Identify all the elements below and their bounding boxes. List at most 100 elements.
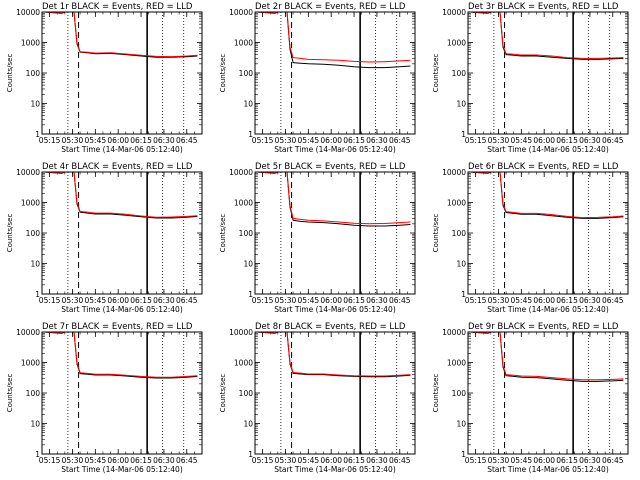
y-tick-label: 10000 bbox=[16, 328, 40, 337]
y-tick-label: 1 bbox=[35, 450, 40, 459]
x-tick-label: 05:30 bbox=[275, 136, 297, 145]
x-tick-label: 05:15 bbox=[39, 456, 61, 465]
y-axis-label: Counts/sec bbox=[432, 214, 440, 253]
x-tick-label: 05:45 bbox=[85, 456, 107, 465]
y-axis-label: Counts/sec bbox=[432, 374, 440, 413]
x-tick-label: 06:15 bbox=[130, 136, 152, 145]
plot-frame bbox=[41, 171, 203, 295]
x-axis-label: Start Time (14-Mar-06 05:12:40) bbox=[274, 305, 396, 314]
plot-frame bbox=[254, 331, 416, 455]
y-axis-label: Counts/sec bbox=[219, 214, 227, 253]
x-tick-label: 06:30 bbox=[366, 296, 388, 305]
y-tick-label: 10 bbox=[456, 420, 466, 429]
x-tick-label: 05:15 bbox=[465, 136, 487, 145]
y-tick-label: 1000 bbox=[21, 359, 40, 368]
lld-series-line bbox=[470, 331, 624, 381]
x-tick-label: 06:45 bbox=[602, 296, 624, 305]
y-tick-label: 10000 bbox=[16, 8, 40, 17]
y-tick-label: 10000 bbox=[229, 328, 253, 337]
x-tick-label: 05:30 bbox=[62, 456, 84, 465]
x-tick-label: 06:15 bbox=[343, 136, 365, 145]
plot-frame bbox=[467, 11, 629, 135]
x-tick-label: 06:15 bbox=[556, 296, 578, 305]
x-tick-label: 05:15 bbox=[465, 456, 487, 465]
y-tick-label: 100 bbox=[26, 229, 41, 238]
chart-panel-2: Det 2r BLACK = Events, RED = LLD 1 10 100 10… bbox=[219, 2, 416, 154]
y-tick-label: 100 bbox=[452, 69, 467, 78]
chart-title: Det 5r BLACK = Events, RED = LLD bbox=[255, 162, 406, 172]
y-tick-label: 100 bbox=[239, 229, 254, 238]
y-tick-label: 1 bbox=[248, 450, 253, 459]
x-tick-label: 05:30 bbox=[62, 136, 84, 145]
x-tick-label: 05:45 bbox=[85, 136, 107, 145]
chart-title: Det 1r BLACK = Events, RED = LLD bbox=[42, 2, 193, 12]
x-tick-label: 06:30 bbox=[153, 296, 175, 305]
x-tick-label: 06:30 bbox=[579, 456, 601, 465]
y-tick-label: 1 bbox=[248, 290, 253, 299]
x-tick-label: 05:15 bbox=[252, 456, 274, 465]
x-tick-label: 06:15 bbox=[130, 296, 152, 305]
x-axis-label: Start Time (14-Mar-06 05:12:40) bbox=[274, 145, 396, 154]
y-tick-label: 10 bbox=[456, 100, 466, 109]
x-tick-label: 06:00 bbox=[533, 456, 555, 465]
x-tick-label: 06:45 bbox=[389, 136, 411, 145]
x-tick-label: 06:15 bbox=[343, 296, 365, 305]
chart-panel-8: Det 8r BLACK = Events, RED = LLD 1 10 100 10… bbox=[219, 322, 416, 474]
chart-title: Det 3r BLACK = Events, RED = LLD bbox=[468, 2, 619, 12]
x-axis-label: Start Time (14-Mar-06 05:12:40) bbox=[487, 145, 609, 154]
y-tick-label: 1 bbox=[461, 130, 466, 139]
x-tick-label: 06:45 bbox=[602, 456, 624, 465]
x-tick-label: 06:00 bbox=[107, 136, 129, 145]
x-tick-label: 06:15 bbox=[556, 136, 578, 145]
y-axis-label: Counts/sec bbox=[6, 54, 14, 93]
x-tick-label: 05:45 bbox=[511, 296, 533, 305]
plot-frame bbox=[254, 11, 416, 135]
x-tick-label: 05:30 bbox=[488, 296, 510, 305]
x-tick-label: 06:45 bbox=[176, 136, 198, 145]
x-axis-label: Start Time (14-Mar-06 05:12:40) bbox=[61, 305, 183, 314]
y-axis-label: Counts/sec bbox=[6, 374, 14, 413]
y-tick-label: 1000 bbox=[447, 359, 466, 368]
y-tick-label: 1 bbox=[35, 290, 40, 299]
events-series-line bbox=[470, 11, 624, 60]
x-axis-label: Start Time (14-Mar-06 05:12:40) bbox=[487, 465, 609, 474]
plot-frame bbox=[467, 171, 629, 295]
x-tick-label: 06:30 bbox=[153, 136, 175, 145]
y-tick-label: 10000 bbox=[229, 168, 253, 177]
y-tick-label: 100 bbox=[239, 389, 254, 398]
plot-frame bbox=[254, 171, 416, 295]
y-tick-label: 1000 bbox=[447, 39, 466, 48]
x-tick-label: 05:45 bbox=[298, 296, 320, 305]
y-tick-label: 10000 bbox=[442, 8, 466, 17]
x-tick-label: 06:15 bbox=[556, 456, 578, 465]
chart-title: Det 2r BLACK = Events, RED = LLD bbox=[255, 2, 406, 12]
y-tick-label: 10 bbox=[30, 420, 40, 429]
chart-title: Det 8r BLACK = Events, RED = LLD bbox=[255, 322, 406, 332]
y-tick-label: 1000 bbox=[21, 199, 40, 208]
x-tick-label: 05:15 bbox=[39, 296, 61, 305]
y-axis-label: Counts/sec bbox=[6, 214, 14, 253]
x-axis-label: Start Time (14-Mar-06 05:12:40) bbox=[487, 305, 609, 314]
y-tick-label: 100 bbox=[26, 389, 41, 398]
x-tick-label: 06:45 bbox=[389, 456, 411, 465]
x-tick-label: 06:30 bbox=[366, 136, 388, 145]
y-tick-label: 10 bbox=[243, 100, 253, 109]
x-tick-label: 05:30 bbox=[62, 296, 84, 305]
x-tick-label: 05:30 bbox=[275, 456, 297, 465]
x-tick-label: 05:15 bbox=[252, 296, 274, 305]
x-tick-label: 06:30 bbox=[366, 456, 388, 465]
x-tick-label: 05:15 bbox=[252, 136, 274, 145]
x-tick-label: 05:15 bbox=[39, 136, 61, 145]
chart-panel-1: Det 1r BLACK = Events, RED = LLD 1 10 100 10… bbox=[6, 2, 203, 154]
chart-panel-7: Det 7r BLACK = Events, RED = LLD 1 10 100 10… bbox=[6, 322, 203, 474]
chart-panel-4: Det 4r BLACK = Events, RED = LLD 1 10 100 10… bbox=[6, 162, 203, 314]
y-tick-label: 10000 bbox=[442, 328, 466, 337]
y-tick-label: 1 bbox=[461, 450, 466, 459]
chart-panel-9: Det 9r BLACK = Events, RED = LLD 1 10 100 10… bbox=[432, 322, 629, 474]
y-tick-label: 10 bbox=[30, 260, 40, 269]
chart-title: Det 4r BLACK = Events, RED = LLD bbox=[42, 162, 193, 172]
x-tick-label: 06:30 bbox=[153, 456, 175, 465]
y-tick-label: 1000 bbox=[21, 39, 40, 48]
plot-frame bbox=[41, 11, 203, 135]
x-tick-label: 05:45 bbox=[85, 296, 107, 305]
